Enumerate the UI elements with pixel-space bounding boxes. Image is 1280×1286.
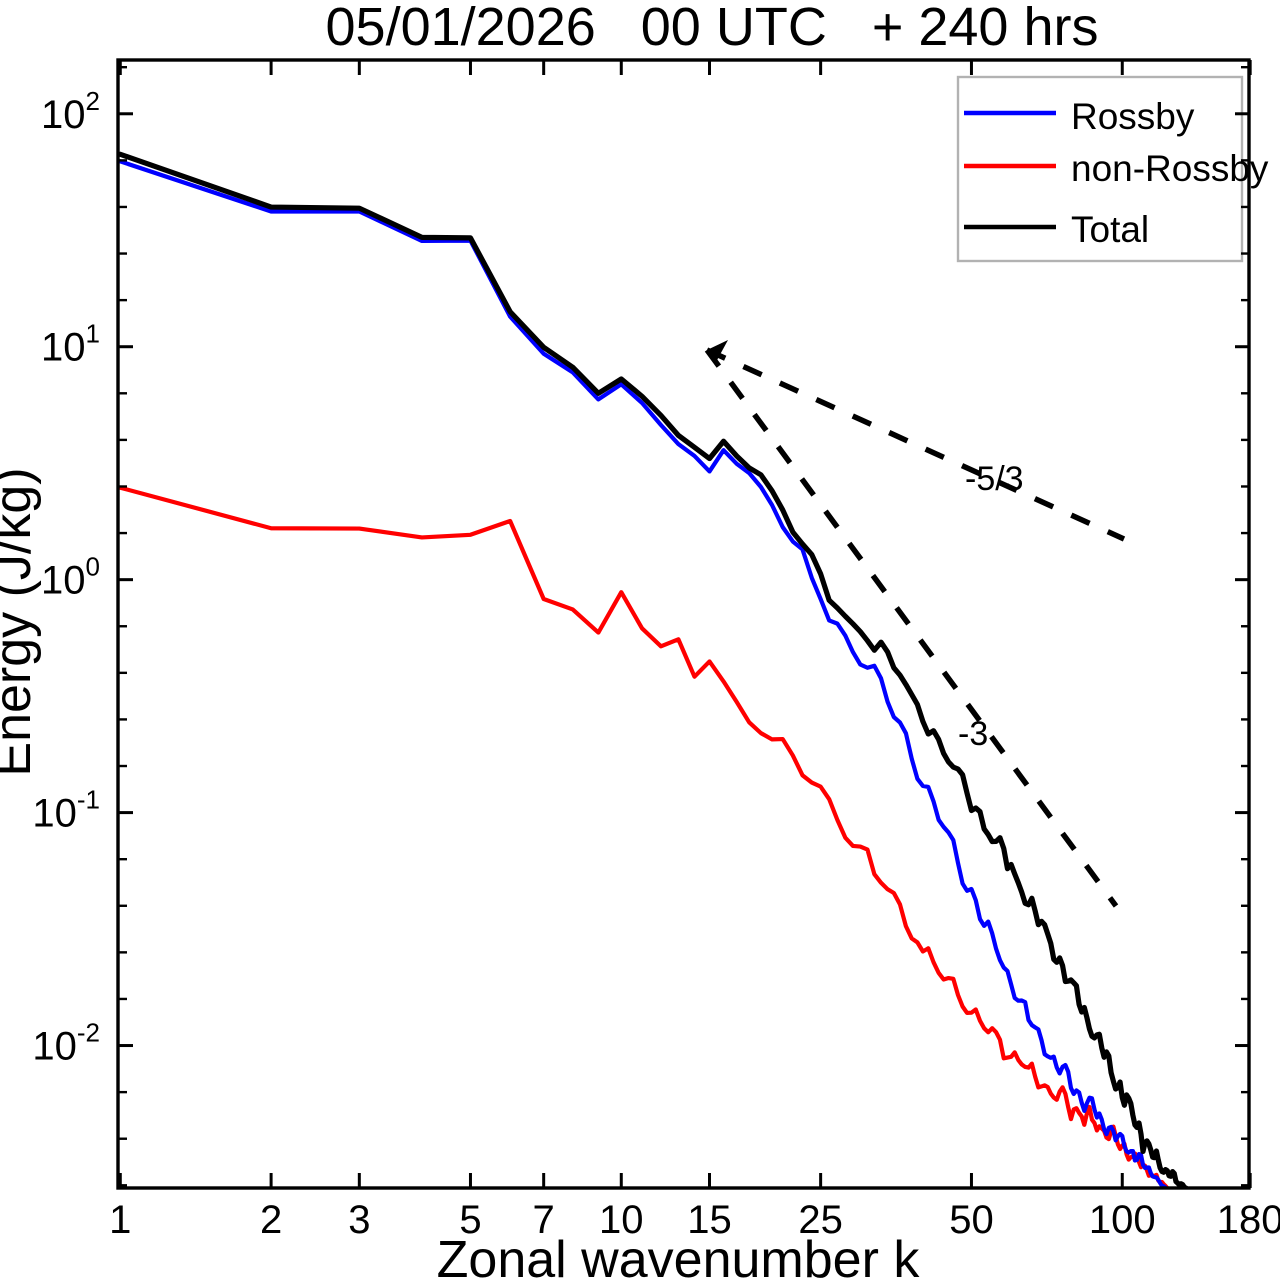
svg-text:2: 2	[260, 1198, 282, 1242]
svg-text:Total: Total	[1071, 209, 1149, 250]
svg-text:-5/3: -5/3	[965, 460, 1024, 498]
svg-text:Energy (J/kg): Energy (J/kg)	[0, 467, 42, 776]
svg-text:180: 180	[1217, 1198, 1280, 1242]
svg-text:3: 3	[348, 1198, 370, 1242]
svg-text:100: 100	[1089, 1198, 1156, 1242]
svg-text:non-Rossby: non-Rossby	[1071, 148, 1269, 189]
svg-text:-3: -3	[958, 715, 988, 753]
svg-text:1: 1	[109, 1198, 131, 1242]
svg-text:Rossby: Rossby	[1071, 96, 1195, 137]
svg-text:50: 50	[949, 1198, 994, 1242]
svg-text:05/01/2026 00 UTC + 240 hr: 05/01/2026 00 UTC + 240 hrs	[326, 0, 1099, 57]
svg-text:Zonal wavenumber k: Zonal wavenumber k	[437, 1231, 921, 1281]
